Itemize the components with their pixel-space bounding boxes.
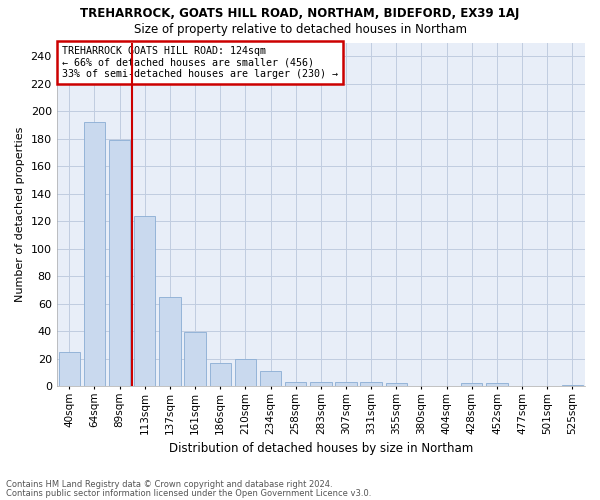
Bar <box>235 358 256 386</box>
Bar <box>461 383 482 386</box>
Bar <box>59 352 80 386</box>
Bar <box>285 382 307 386</box>
Bar <box>134 216 155 386</box>
Bar <box>209 362 231 386</box>
Y-axis label: Number of detached properties: Number of detached properties <box>15 126 25 302</box>
Bar <box>562 384 583 386</box>
X-axis label: Distribution of detached houses by size in Northam: Distribution of detached houses by size … <box>169 442 473 455</box>
Bar <box>159 296 181 386</box>
Text: TREHARROCK GOATS HILL ROAD: 124sqm
← 66% of detached houses are smaller (456)
33: TREHARROCK GOATS HILL ROAD: 124sqm ← 66%… <box>62 46 338 79</box>
Text: Contains public sector information licensed under the Open Government Licence v3: Contains public sector information licen… <box>6 488 371 498</box>
Bar <box>84 122 105 386</box>
Bar <box>260 371 281 386</box>
Bar <box>310 382 332 386</box>
Bar <box>335 382 356 386</box>
Bar <box>109 140 130 386</box>
Bar <box>184 332 206 386</box>
Bar <box>386 383 407 386</box>
Bar <box>486 383 508 386</box>
Bar <box>361 382 382 386</box>
Text: Contains HM Land Registry data © Crown copyright and database right 2024.: Contains HM Land Registry data © Crown c… <box>6 480 332 489</box>
Text: Size of property relative to detached houses in Northam: Size of property relative to detached ho… <box>133 22 467 36</box>
Text: TREHARROCK, GOATS HILL ROAD, NORTHAM, BIDEFORD, EX39 1AJ: TREHARROCK, GOATS HILL ROAD, NORTHAM, BI… <box>80 8 520 20</box>
